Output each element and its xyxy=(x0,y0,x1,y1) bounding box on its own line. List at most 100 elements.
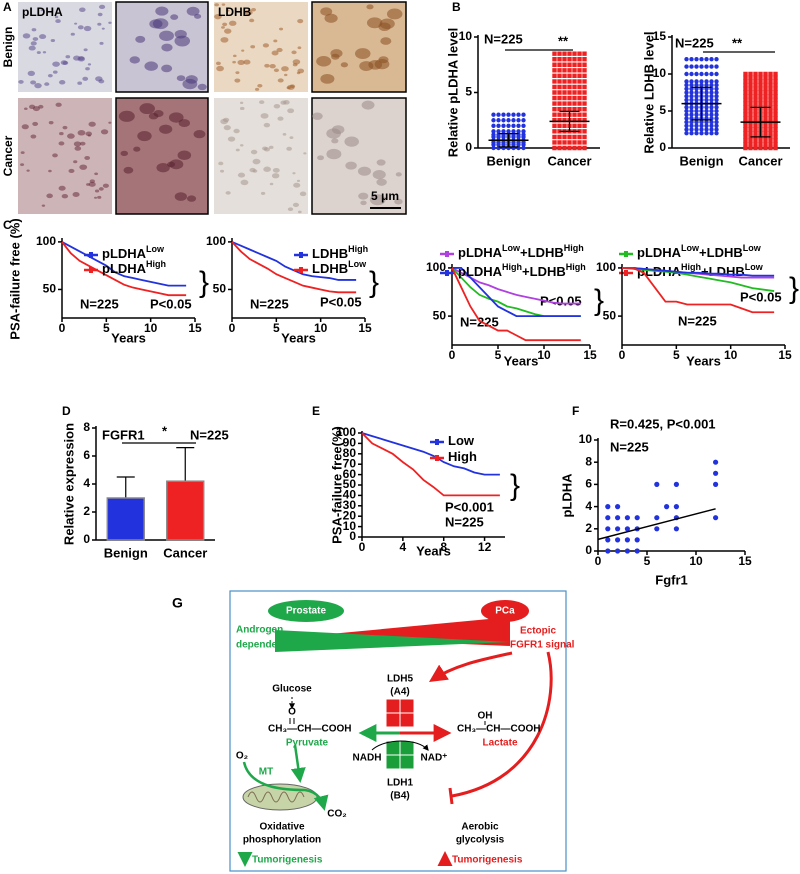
cell-nucleus xyxy=(326,128,341,139)
green-wedge xyxy=(275,630,510,652)
x-tick-label: 10 xyxy=(537,348,551,362)
data-point xyxy=(664,504,670,510)
cell-nucleus xyxy=(84,155,91,160)
panel-letter: E xyxy=(312,404,320,418)
data-point xyxy=(615,526,621,532)
data-point-row xyxy=(743,94,778,99)
legend-text: High xyxy=(146,259,166,269)
y-tick-label: 50 xyxy=(433,308,447,322)
x-tick-label: 0 xyxy=(449,348,456,362)
annotation: P<0.05 xyxy=(740,289,782,304)
data-point xyxy=(654,481,660,487)
cell-nucleus xyxy=(257,83,263,88)
cell-nucleus xyxy=(54,15,59,19)
survival-curve xyxy=(61,241,187,287)
cell-nucleus xyxy=(357,166,372,176)
legend-swatch xyxy=(299,267,303,273)
cell-nucleus xyxy=(153,110,164,118)
cell-nucleus xyxy=(77,25,84,30)
cell-nucleus xyxy=(31,28,37,32)
cell-nucleus xyxy=(58,141,65,146)
cell-nucleus xyxy=(55,19,61,24)
cell-nucleus xyxy=(250,149,258,155)
y-axis-label: Relative LDHB level xyxy=(641,31,656,153)
cell-nucleus xyxy=(120,150,129,157)
x-tick-label: 15 xyxy=(738,554,752,568)
data-point-row xyxy=(743,75,778,80)
cell-nucleus xyxy=(221,26,225,29)
legend-text: High xyxy=(348,244,368,254)
cell-nucleus xyxy=(215,61,221,66)
data-point xyxy=(615,537,621,543)
legend-label: LDHBLow xyxy=(312,259,367,276)
cell-nucleus xyxy=(218,161,224,166)
legend-text: Low xyxy=(146,244,165,254)
cell-nucleus xyxy=(297,210,302,214)
cell-nucleus xyxy=(380,37,392,45)
data-point xyxy=(615,515,621,521)
cell-nucleus xyxy=(376,159,386,166)
cell-nucleus xyxy=(279,27,284,31)
cell-nucleus xyxy=(254,87,260,91)
cell-nucleus xyxy=(232,60,236,64)
cell-nucleus xyxy=(68,168,75,174)
row-label: Benign xyxy=(1,27,15,68)
cristae xyxy=(247,791,305,803)
cell-nucleus xyxy=(87,63,92,66)
data-point-row xyxy=(491,118,526,123)
cell-nucleus xyxy=(169,159,184,170)
cell-nucleus xyxy=(170,14,179,20)
data-point-row xyxy=(743,97,778,103)
annotation: P<0.05 xyxy=(150,296,192,311)
annotation: N=225 xyxy=(484,31,523,46)
cell-nucleus xyxy=(223,125,231,131)
cell-nucleus xyxy=(59,131,64,136)
data-point-row xyxy=(743,142,778,147)
cell-nucleus xyxy=(60,60,68,65)
label: Aerobic xyxy=(461,822,499,833)
legend-swatch xyxy=(624,270,628,276)
legend-label: pLDHALow+LDHBHigh xyxy=(458,243,584,260)
legend-swatch xyxy=(445,251,449,257)
cell-nucleus xyxy=(259,100,265,105)
cell-nucleus xyxy=(123,166,134,174)
cell-nucleus xyxy=(316,56,332,67)
annotation: N=225 xyxy=(610,439,649,454)
data-point-row xyxy=(552,79,587,84)
data-point-row xyxy=(552,68,587,73)
y-tick-label: 100 xyxy=(426,260,446,274)
annotation: N=225 xyxy=(80,296,119,311)
cell-nucleus xyxy=(394,198,403,205)
cell-nucleus xyxy=(281,66,289,72)
cell-nucleus xyxy=(32,121,39,126)
legend-text: LDHB xyxy=(312,261,348,276)
cell-nucleus xyxy=(271,50,279,56)
data-point xyxy=(634,548,640,554)
cell-nucleus xyxy=(277,116,284,121)
data-point xyxy=(605,537,611,543)
label: CH₃—CH—COOH xyxy=(268,724,352,735)
x-tick-label: 0 xyxy=(229,321,236,335)
legend-label: pLDHAHigh xyxy=(102,259,166,276)
data-point-row xyxy=(743,90,778,95)
x-tick-label: Benign xyxy=(486,153,530,168)
cell-nucleus xyxy=(82,76,89,81)
annotation: } xyxy=(789,272,799,305)
y-tick-label: 100 xyxy=(36,234,56,248)
cell-nucleus xyxy=(222,117,230,123)
cell-nucleus xyxy=(220,169,225,173)
x-axis-label: Years xyxy=(504,353,539,368)
cell-nucleus xyxy=(100,129,109,135)
cell-nucleus xyxy=(155,6,169,16)
cell-nucleus xyxy=(260,191,266,195)
data-point-row xyxy=(684,123,719,129)
label: Androgen xyxy=(236,625,283,636)
cell-nucleus xyxy=(277,78,284,83)
survival-curve xyxy=(361,432,500,476)
cell-nucleus xyxy=(99,41,104,45)
cell-nucleus xyxy=(366,17,383,29)
data-point-row xyxy=(743,101,778,106)
cell-nucleus xyxy=(168,112,184,123)
y-tick-label: 30 xyxy=(343,498,357,512)
label: LDH1 xyxy=(387,778,414,789)
